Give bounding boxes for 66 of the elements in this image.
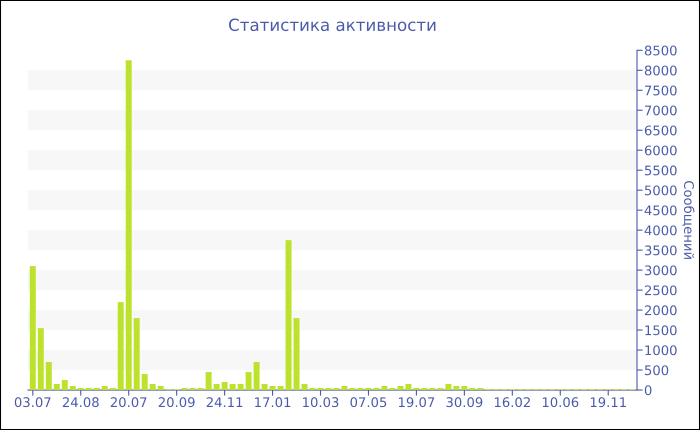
bar [118, 302, 124, 390]
y-tick-label: 2500 [644, 285, 677, 296]
bar [238, 384, 244, 390]
x-tick-label: 03.07 [14, 397, 51, 408]
bar [158, 386, 164, 390]
y-tick-label: 3500 [644, 245, 677, 256]
bar [46, 362, 52, 390]
bar [461, 386, 468, 390]
y-tick-label: 6500 [644, 125, 677, 136]
x-tick-label: 24.11 [206, 397, 242, 407]
y-tick-label: 0 [644, 385, 652, 396]
y-tick-label: 7500 [645, 85, 677, 96]
bar [246, 372, 252, 390]
bar [341, 386, 348, 390]
bar [381, 386, 388, 390]
chart-title: Статистика активности [229, 18, 436, 32]
x-tick-label: 10.06 [542, 397, 578, 408]
x-tick-label: 30.09 [446, 397, 482, 408]
y-axis-title: Сообщений [682, 180, 694, 259]
x-tick-label: 20.09 [158, 397, 195, 408]
x-tick-label: 19.07 [398, 397, 434, 408]
x-tick-label: 20.07 [110, 397, 146, 408]
bar [142, 374, 148, 390]
y-tick-label: 1000 [645, 345, 677, 356]
x-tick-label: 19.11 [590, 397, 626, 408]
bar [230, 384, 236, 390]
y-tick-label: 500 [644, 365, 668, 376]
x-tick-label: 07.05 [350, 397, 386, 408]
bar [222, 382, 228, 390]
bar [294, 318, 300, 390]
bar [270, 386, 276, 390]
bar [102, 386, 108, 390]
y-tick-label: 2000 [644, 305, 677, 316]
bar [38, 328, 44, 390]
y-tick-label: 8500 [644, 46, 677, 56]
y-tick-label: 5000 [644, 185, 677, 196]
bar [302, 384, 308, 390]
bar [445, 384, 452, 390]
bar [150, 384, 156, 390]
x-tick-label: 10.03 [303, 397, 338, 408]
bar [262, 384, 268, 390]
y-tick-label: 4000 [644, 225, 677, 236]
bar [286, 240, 292, 390]
y-tick-label: 3000 [644, 265, 677, 276]
x-tick-label: 16.02 [494, 397, 530, 408]
y-tick-label: 1500 [645, 325, 677, 336]
bar [206, 372, 212, 390]
bar [30, 266, 36, 390]
y-tick-label: 7000 [645, 105, 677, 116]
bar [134, 318, 140, 390]
bar [453, 386, 460, 390]
y-tick-label: 4500 [644, 205, 677, 216]
x-tick-label: 17.01 [255, 397, 290, 408]
bar [405, 384, 412, 390]
bar [62, 380, 68, 390]
bar [70, 386, 76, 390]
bar [397, 386, 404, 390]
y-tick-label: 8000 [644, 66, 677, 76]
y-tick-label: 6000 [644, 145, 677, 156]
bar [126, 60, 132, 390]
x-tick-label: 24.08 [62, 397, 99, 408]
bar [214, 384, 220, 390]
bar [278, 386, 284, 390]
bar [254, 362, 260, 390]
bar [54, 384, 60, 390]
y-tick-label: 5500 [644, 165, 677, 176]
